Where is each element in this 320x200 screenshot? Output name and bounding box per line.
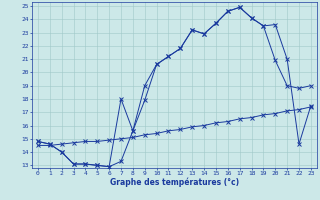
X-axis label: Graphe des températures (°c): Graphe des températures (°c) (110, 177, 239, 187)
